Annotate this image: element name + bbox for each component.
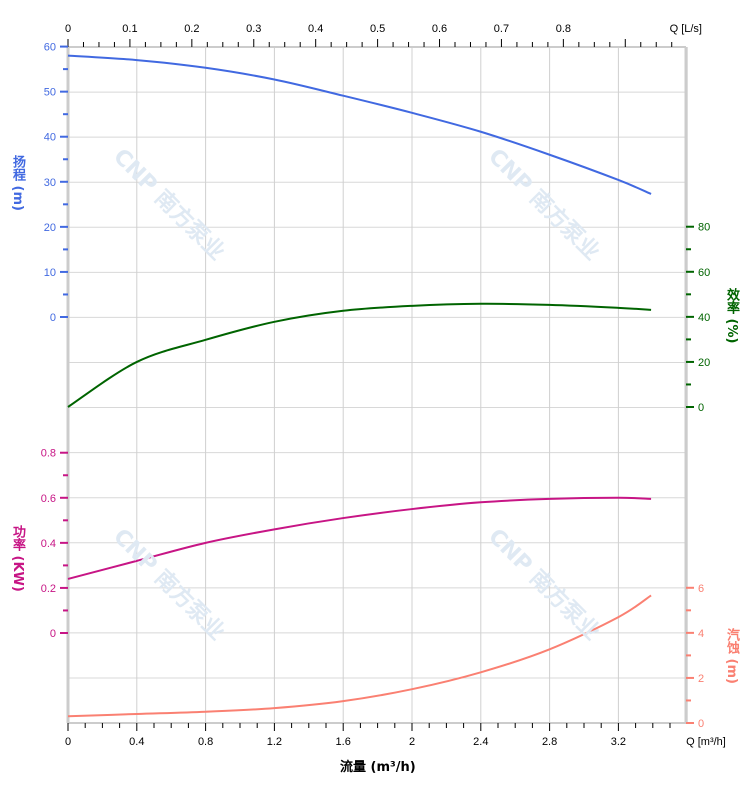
x-unit-label: Q [m³/h] xyxy=(686,736,726,748)
efficiency-axis-label: 效率 (%) xyxy=(724,288,739,344)
x-tick-label: 2.4 xyxy=(473,736,488,748)
x-tick-label: 0 xyxy=(65,736,71,748)
x-tick-label: 1.6 xyxy=(336,736,351,748)
x-tick-label: 0.4 xyxy=(129,736,144,748)
eff-tick-label: 40 xyxy=(698,312,710,324)
top-unit-label: Q [L/s] xyxy=(670,23,702,35)
head-tick-label: 0 xyxy=(50,312,56,324)
head-tick-label: 30 xyxy=(44,177,56,189)
eff-tick-label: 60 xyxy=(698,267,710,279)
head-tick-label: 10 xyxy=(44,267,56,279)
x-tick-label: 2.8 xyxy=(542,736,557,748)
top-tick-label: 0.1 xyxy=(122,23,137,35)
power-axis-label: 功率 (KW) xyxy=(10,525,25,592)
head-tick-label: 60 xyxy=(44,42,56,54)
top-tick-label: 0.8 xyxy=(556,23,571,35)
top-tick-label: 0.5 xyxy=(370,23,385,35)
npsh-curve xyxy=(67,594,652,718)
npsh-tick-label: 4 xyxy=(698,628,704,640)
head-tick-label: 40 xyxy=(44,132,56,144)
top-tick-label: 0.7 xyxy=(494,23,509,35)
x-tick-label: 2 xyxy=(409,736,415,748)
npsh-tick-label: 2 xyxy=(698,673,704,685)
x-tick-label: 0.8 xyxy=(198,736,213,748)
x-tick-label: 1.2 xyxy=(267,736,282,748)
x-tick-label: 3.2 xyxy=(611,736,626,748)
head-tick-label: 50 xyxy=(44,87,56,99)
top-tick-label: 0 xyxy=(65,23,71,35)
power-tick-label: 0.8 xyxy=(41,448,56,460)
npsh-tick-label: 0 xyxy=(698,718,704,730)
top-tick-label: 0.3 xyxy=(246,23,261,35)
npsh-axis-label: 汽蚀 (m) xyxy=(724,628,739,684)
top-tick-label: 0.2 xyxy=(184,23,199,35)
head-tick-label: 20 xyxy=(44,222,56,234)
power-tick-label: 0.4 xyxy=(41,538,56,550)
power-tick-label: 0.6 xyxy=(41,493,56,505)
eff-tick-label: 0 xyxy=(698,402,704,414)
power-tick-label: 0.2 xyxy=(41,583,56,595)
power-tick-label: 0 xyxy=(50,628,56,640)
top-tick-label: 0.4 xyxy=(308,23,323,35)
eff-tick-label: 20 xyxy=(698,357,710,369)
eff-tick-label: 80 xyxy=(698,222,710,234)
eff-curve xyxy=(67,302,652,408)
power-curve xyxy=(67,496,652,580)
npsh-tick-label: 6 xyxy=(698,583,704,595)
top-tick-label: 0.6 xyxy=(432,23,447,35)
head-curve xyxy=(67,54,652,195)
x-axis-title: 流量 (m³/h) xyxy=(340,760,416,775)
head-axis-label: 扬程 (m) xyxy=(10,155,25,211)
